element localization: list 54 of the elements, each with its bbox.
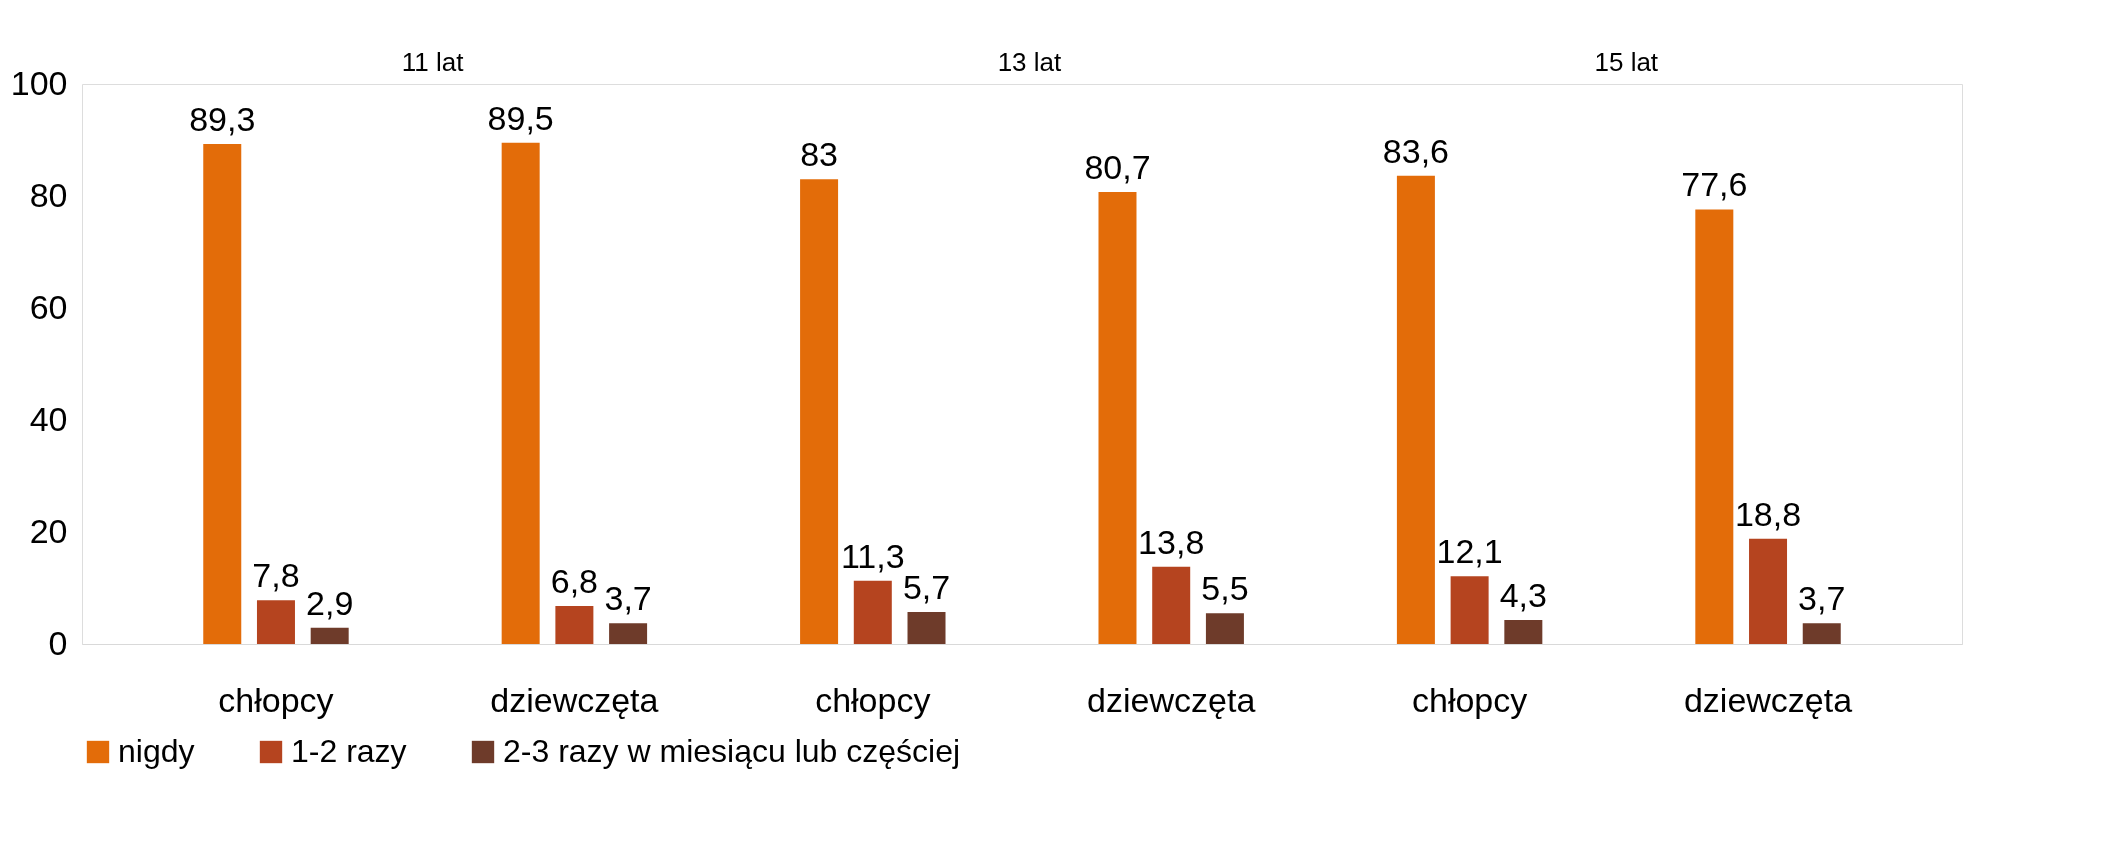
- y-tick-label: 20: [29, 511, 68, 550]
- bar: [310, 627, 349, 644]
- text: 7,8: [252, 556, 300, 595]
- text: 11 lat: [401, 47, 465, 77]
- text: 3,7: [1798, 579, 1846, 618]
- bar: [609, 623, 648, 644]
- text: 13 lat: [997, 47, 1063, 77]
- bar: [1749, 538, 1788, 644]
- text: 89,5: [487, 98, 554, 137]
- text: 4,3: [1499, 575, 1547, 614]
- bar: [1504, 619, 1543, 644]
- bar: [800, 179, 839, 644]
- text: 15 lat: [1594, 47, 1659, 77]
- bar: [1695, 209, 1734, 644]
- bar: [1396, 175, 1435, 644]
- y-tick-label: 60: [29, 287, 68, 326]
- bar: [555, 605, 594, 644]
- bar: [1152, 566, 1191, 644]
- text: 80,7: [1084, 148, 1151, 187]
- y-tick-label: 100: [10, 63, 68, 102]
- bar: [203, 143, 242, 644]
- x-tick-label: chłopcy: [218, 680, 334, 719]
- text: 3,7: [604, 579, 652, 618]
- bar: [256, 600, 295, 644]
- bar: [1450, 576, 1489, 644]
- x-tick-label: dziewczęta: [490, 680, 659, 719]
- bar: [1205, 613, 1244, 644]
- text: 83,6: [1382, 131, 1449, 170]
- text: 89,3: [189, 99, 256, 138]
- text: 5,5: [1201, 569, 1249, 608]
- x-tick-label: chłopcy: [815, 680, 931, 719]
- text: 18,8: [1734, 494, 1802, 533]
- text: 11,3: [840, 536, 905, 575]
- x-tick-label: dziewczęta: [1683, 680, 1853, 719]
- text: 12,1: [1436, 532, 1503, 571]
- bar: [1098, 192, 1137, 644]
- text: 13,8: [1138, 522, 1205, 561]
- bar: [501, 142, 540, 644]
- bar: [1802, 623, 1841, 644]
- text: 6,8: [550, 561, 599, 600]
- bar: [907, 612, 946, 644]
- bar: [853, 580, 892, 644]
- text: 5,7: [902, 568, 951, 607]
- text: 2,9: [306, 583, 354, 622]
- legend-label: nigdy: [118, 733, 195, 769]
- y-tick-label: 40: [29, 399, 68, 438]
- x-tick-label: dziewczęta: [1087, 680, 1256, 719]
- x-tick-label: chłopcy: [1411, 680, 1528, 719]
- legend-label: 1-2 razy: [291, 733, 407, 769]
- legend-label: 2-3 razy w miesiącu lub częściej: [503, 733, 961, 769]
- text: 77,6: [1681, 165, 1748, 204]
- text: 83: [800, 135, 838, 174]
- y-tick-label: 0: [48, 623, 68, 662]
- y-tick-label: 80: [29, 175, 68, 214]
